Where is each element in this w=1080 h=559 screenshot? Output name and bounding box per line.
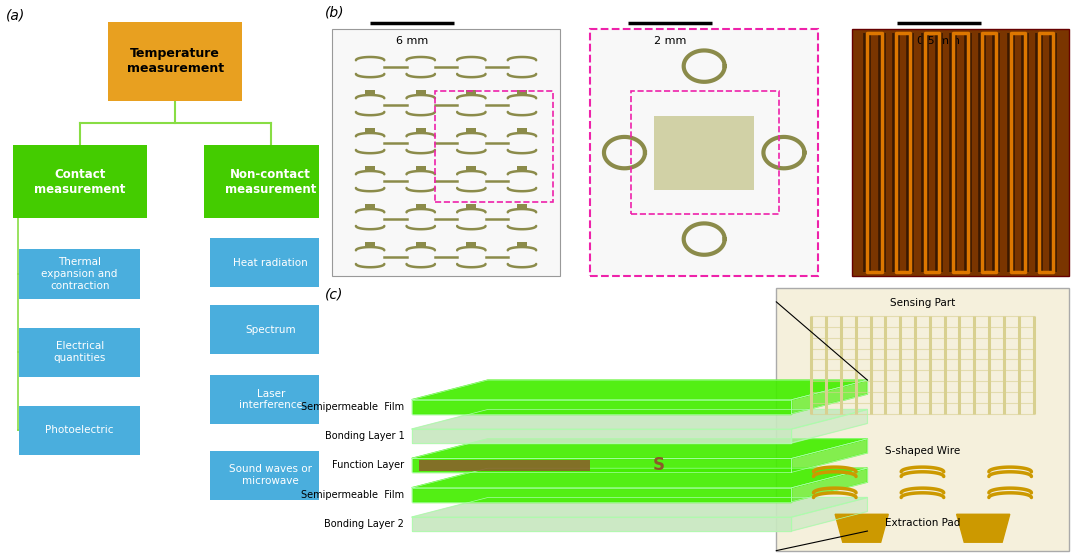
- Polygon shape: [411, 400, 792, 414]
- Text: Sound waves or
microwave: Sound waves or microwave: [229, 465, 312, 486]
- Polygon shape: [835, 514, 888, 542]
- Polygon shape: [792, 498, 867, 531]
- Bar: [434, 91, 553, 202]
- Polygon shape: [792, 439, 867, 472]
- Text: Spectrum: Spectrum: [245, 325, 296, 335]
- Polygon shape: [411, 498, 867, 517]
- Bar: [365, 166, 375, 170]
- Text: Bonding Layer 1: Bonding Layer 1: [324, 431, 404, 441]
- Bar: [365, 204, 375, 208]
- Text: Sensing Part: Sensing Part: [890, 299, 955, 308]
- FancyBboxPatch shape: [211, 375, 332, 424]
- Bar: [467, 128, 476, 132]
- Text: Temperature
measurement: Temperature measurement: [126, 48, 224, 75]
- Text: S-shaped Wire: S-shaped Wire: [885, 446, 960, 456]
- Polygon shape: [957, 514, 1010, 542]
- Bar: [416, 128, 426, 132]
- Polygon shape: [411, 439, 867, 458]
- FancyBboxPatch shape: [211, 451, 332, 500]
- Text: 6 mm: 6 mm: [395, 36, 428, 46]
- Text: Non-contact
measurement: Non-contact measurement: [225, 168, 316, 196]
- Bar: [517, 128, 527, 132]
- Text: Heat radiation: Heat radiation: [233, 258, 308, 268]
- FancyBboxPatch shape: [204, 145, 338, 218]
- Bar: [467, 242, 476, 246]
- Bar: [333, 29, 559, 276]
- FancyBboxPatch shape: [19, 249, 140, 299]
- Bar: [365, 128, 375, 132]
- FancyBboxPatch shape: [19, 406, 140, 455]
- Polygon shape: [411, 409, 867, 429]
- Polygon shape: [411, 380, 867, 400]
- Bar: [517, 90, 527, 94]
- Bar: [365, 90, 375, 94]
- Bar: [517, 242, 527, 246]
- Bar: [416, 166, 426, 170]
- FancyBboxPatch shape: [13, 145, 147, 218]
- Text: Semipermeable  Film: Semipermeable Film: [301, 402, 404, 411]
- Bar: [654, 116, 754, 190]
- Polygon shape: [792, 380, 867, 414]
- Text: (b): (b): [325, 6, 345, 20]
- FancyBboxPatch shape: [211, 305, 332, 354]
- Text: 2 mm: 2 mm: [653, 36, 686, 46]
- Text: Laser
interference: Laser interference: [239, 389, 302, 410]
- Bar: [416, 90, 426, 94]
- Text: Extraction Pad: Extraction Pad: [885, 518, 960, 528]
- Polygon shape: [792, 468, 867, 502]
- Bar: [419, 459, 591, 471]
- Polygon shape: [411, 468, 867, 487]
- Bar: [467, 166, 476, 170]
- Bar: [467, 90, 476, 94]
- Polygon shape: [411, 517, 792, 531]
- Bar: [416, 242, 426, 246]
- Text: 0.5 mm: 0.5 mm: [917, 36, 960, 46]
- Text: Photoelectric: Photoelectric: [45, 425, 113, 435]
- Bar: [365, 242, 375, 246]
- Text: Electrical
quantities: Electrical quantities: [54, 342, 106, 363]
- Bar: [777, 288, 1068, 551]
- Polygon shape: [411, 429, 792, 443]
- Text: Bonding Layer 2: Bonding Layer 2: [324, 519, 404, 529]
- FancyBboxPatch shape: [19, 328, 140, 377]
- Bar: [416, 204, 426, 208]
- Text: Function Layer: Function Layer: [333, 461, 404, 470]
- Bar: [517, 166, 527, 170]
- Polygon shape: [411, 487, 792, 502]
- Polygon shape: [411, 458, 792, 472]
- FancyBboxPatch shape: [211, 238, 332, 287]
- Text: Contact
measurement: Contact measurement: [33, 168, 125, 196]
- Text: (c): (c): [325, 288, 343, 302]
- Text: S: S: [652, 456, 664, 475]
- Bar: [852, 29, 1068, 276]
- Polygon shape: [792, 409, 867, 443]
- Text: Thermal
expansion and
contraction: Thermal expansion and contraction: [41, 257, 118, 291]
- Bar: [591, 29, 818, 276]
- Bar: [632, 91, 780, 215]
- Text: Semipermeable  Film: Semipermeable Film: [301, 490, 404, 500]
- FancyBboxPatch shape: [108, 22, 242, 101]
- Bar: [517, 204, 527, 208]
- Text: (a): (a): [6, 8, 26, 22]
- Bar: [467, 204, 476, 208]
